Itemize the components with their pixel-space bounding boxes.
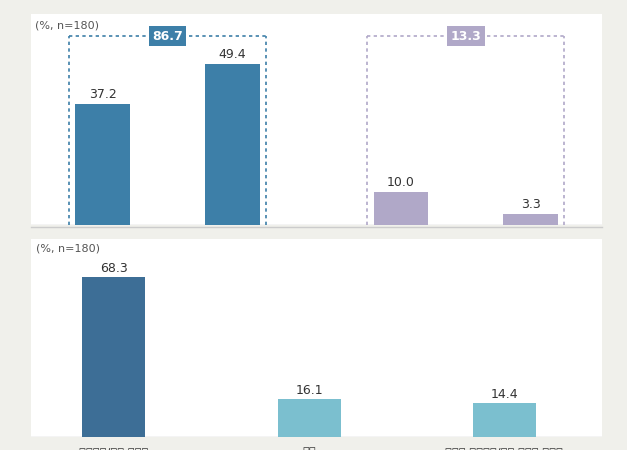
Text: 16.1: 16.1	[295, 384, 323, 396]
Text: 13.3: 13.3	[450, 30, 481, 43]
Text: (%, n=180): (%, n=180)	[35, 20, 99, 30]
Text: 매우 어려움을 겪았다: 매우 어려움을 겪았다	[68, 240, 137, 250]
Text: 49.4: 49.4	[219, 48, 246, 61]
Text: 37.2: 37.2	[89, 88, 117, 101]
Text: 전혀 어려움을
겪지 않았다: 전혀 어려움을 겪지 않았다	[508, 240, 553, 264]
Text: 현금: 현금	[302, 447, 316, 450]
Bar	[278, 399, 340, 436]
Text: 3.3: 3.3	[521, 198, 540, 211]
Text: (%, n=180): (%, n=180)	[36, 243, 100, 253]
Text: 어느 정도
어려움을 겪았다: 어느 정도 어려움을 겪았다	[206, 240, 258, 264]
Bar	[374, 193, 428, 225]
Bar	[75, 104, 130, 225]
Text: 지역화폐/지역 상품권: 지역화폐/지역 상품권	[79, 447, 149, 450]
Text: 10.0: 10.0	[387, 176, 415, 189]
Text: 68.3: 68.3	[100, 262, 128, 275]
Bar	[82, 277, 145, 436]
Text: 86.7: 86.7	[152, 30, 183, 43]
Text: 현금과 지역화폐/지역 상품권 반반씩: 현금과 지역화폐/지역 상품권 반반씩	[445, 447, 563, 450]
Text: 14.4: 14.4	[490, 387, 518, 400]
Text: 별로 어려움을
겪지 않았다: 별로 어려움을 겪지 않았다	[379, 240, 423, 264]
Bar	[205, 64, 260, 225]
Bar	[503, 214, 558, 225]
Bar	[473, 403, 536, 436]
